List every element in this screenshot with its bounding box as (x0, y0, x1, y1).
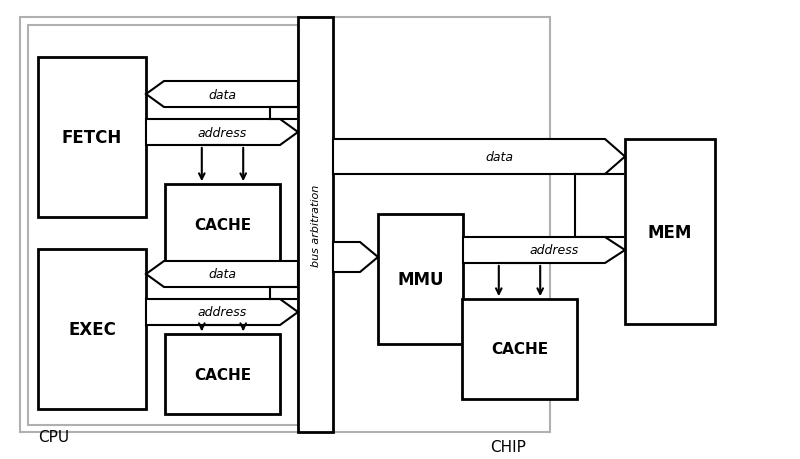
Bar (20, 18, 550, 432)
Text: address: address (198, 126, 246, 139)
Text: CACHE: CACHE (194, 217, 251, 232)
Text: CPU: CPU (38, 429, 69, 444)
Bar (165, 334, 280, 414)
Polygon shape (146, 120, 298, 146)
Bar (38, 249, 146, 409)
Polygon shape (333, 242, 378, 272)
Text: MMU: MMU (398, 270, 444, 288)
Polygon shape (146, 299, 298, 325)
Text: CHIP: CHIP (490, 439, 526, 454)
Text: address: address (530, 244, 578, 257)
Polygon shape (333, 140, 625, 174)
Text: FETCH: FETCH (62, 129, 122, 147)
Bar (625, 140, 715, 325)
Text: CACHE: CACHE (491, 342, 548, 357)
Text: EXEC: EXEC (68, 320, 116, 338)
Text: MEM: MEM (648, 223, 692, 241)
Polygon shape (146, 82, 298, 108)
Polygon shape (463, 237, 625, 263)
Text: bus arbitration: bus arbitration (310, 184, 321, 266)
Bar (378, 214, 463, 344)
Bar (28, 26, 298, 425)
Bar (38, 58, 146, 218)
Bar (165, 185, 280, 264)
Polygon shape (146, 262, 298, 287)
Bar (462, 299, 577, 399)
Text: data: data (485, 151, 513, 164)
Text: data: data (208, 88, 236, 101)
Text: data: data (208, 268, 236, 281)
Text: CACHE: CACHE (194, 367, 251, 382)
Text: address: address (198, 306, 246, 319)
Bar (298, 18, 333, 432)
